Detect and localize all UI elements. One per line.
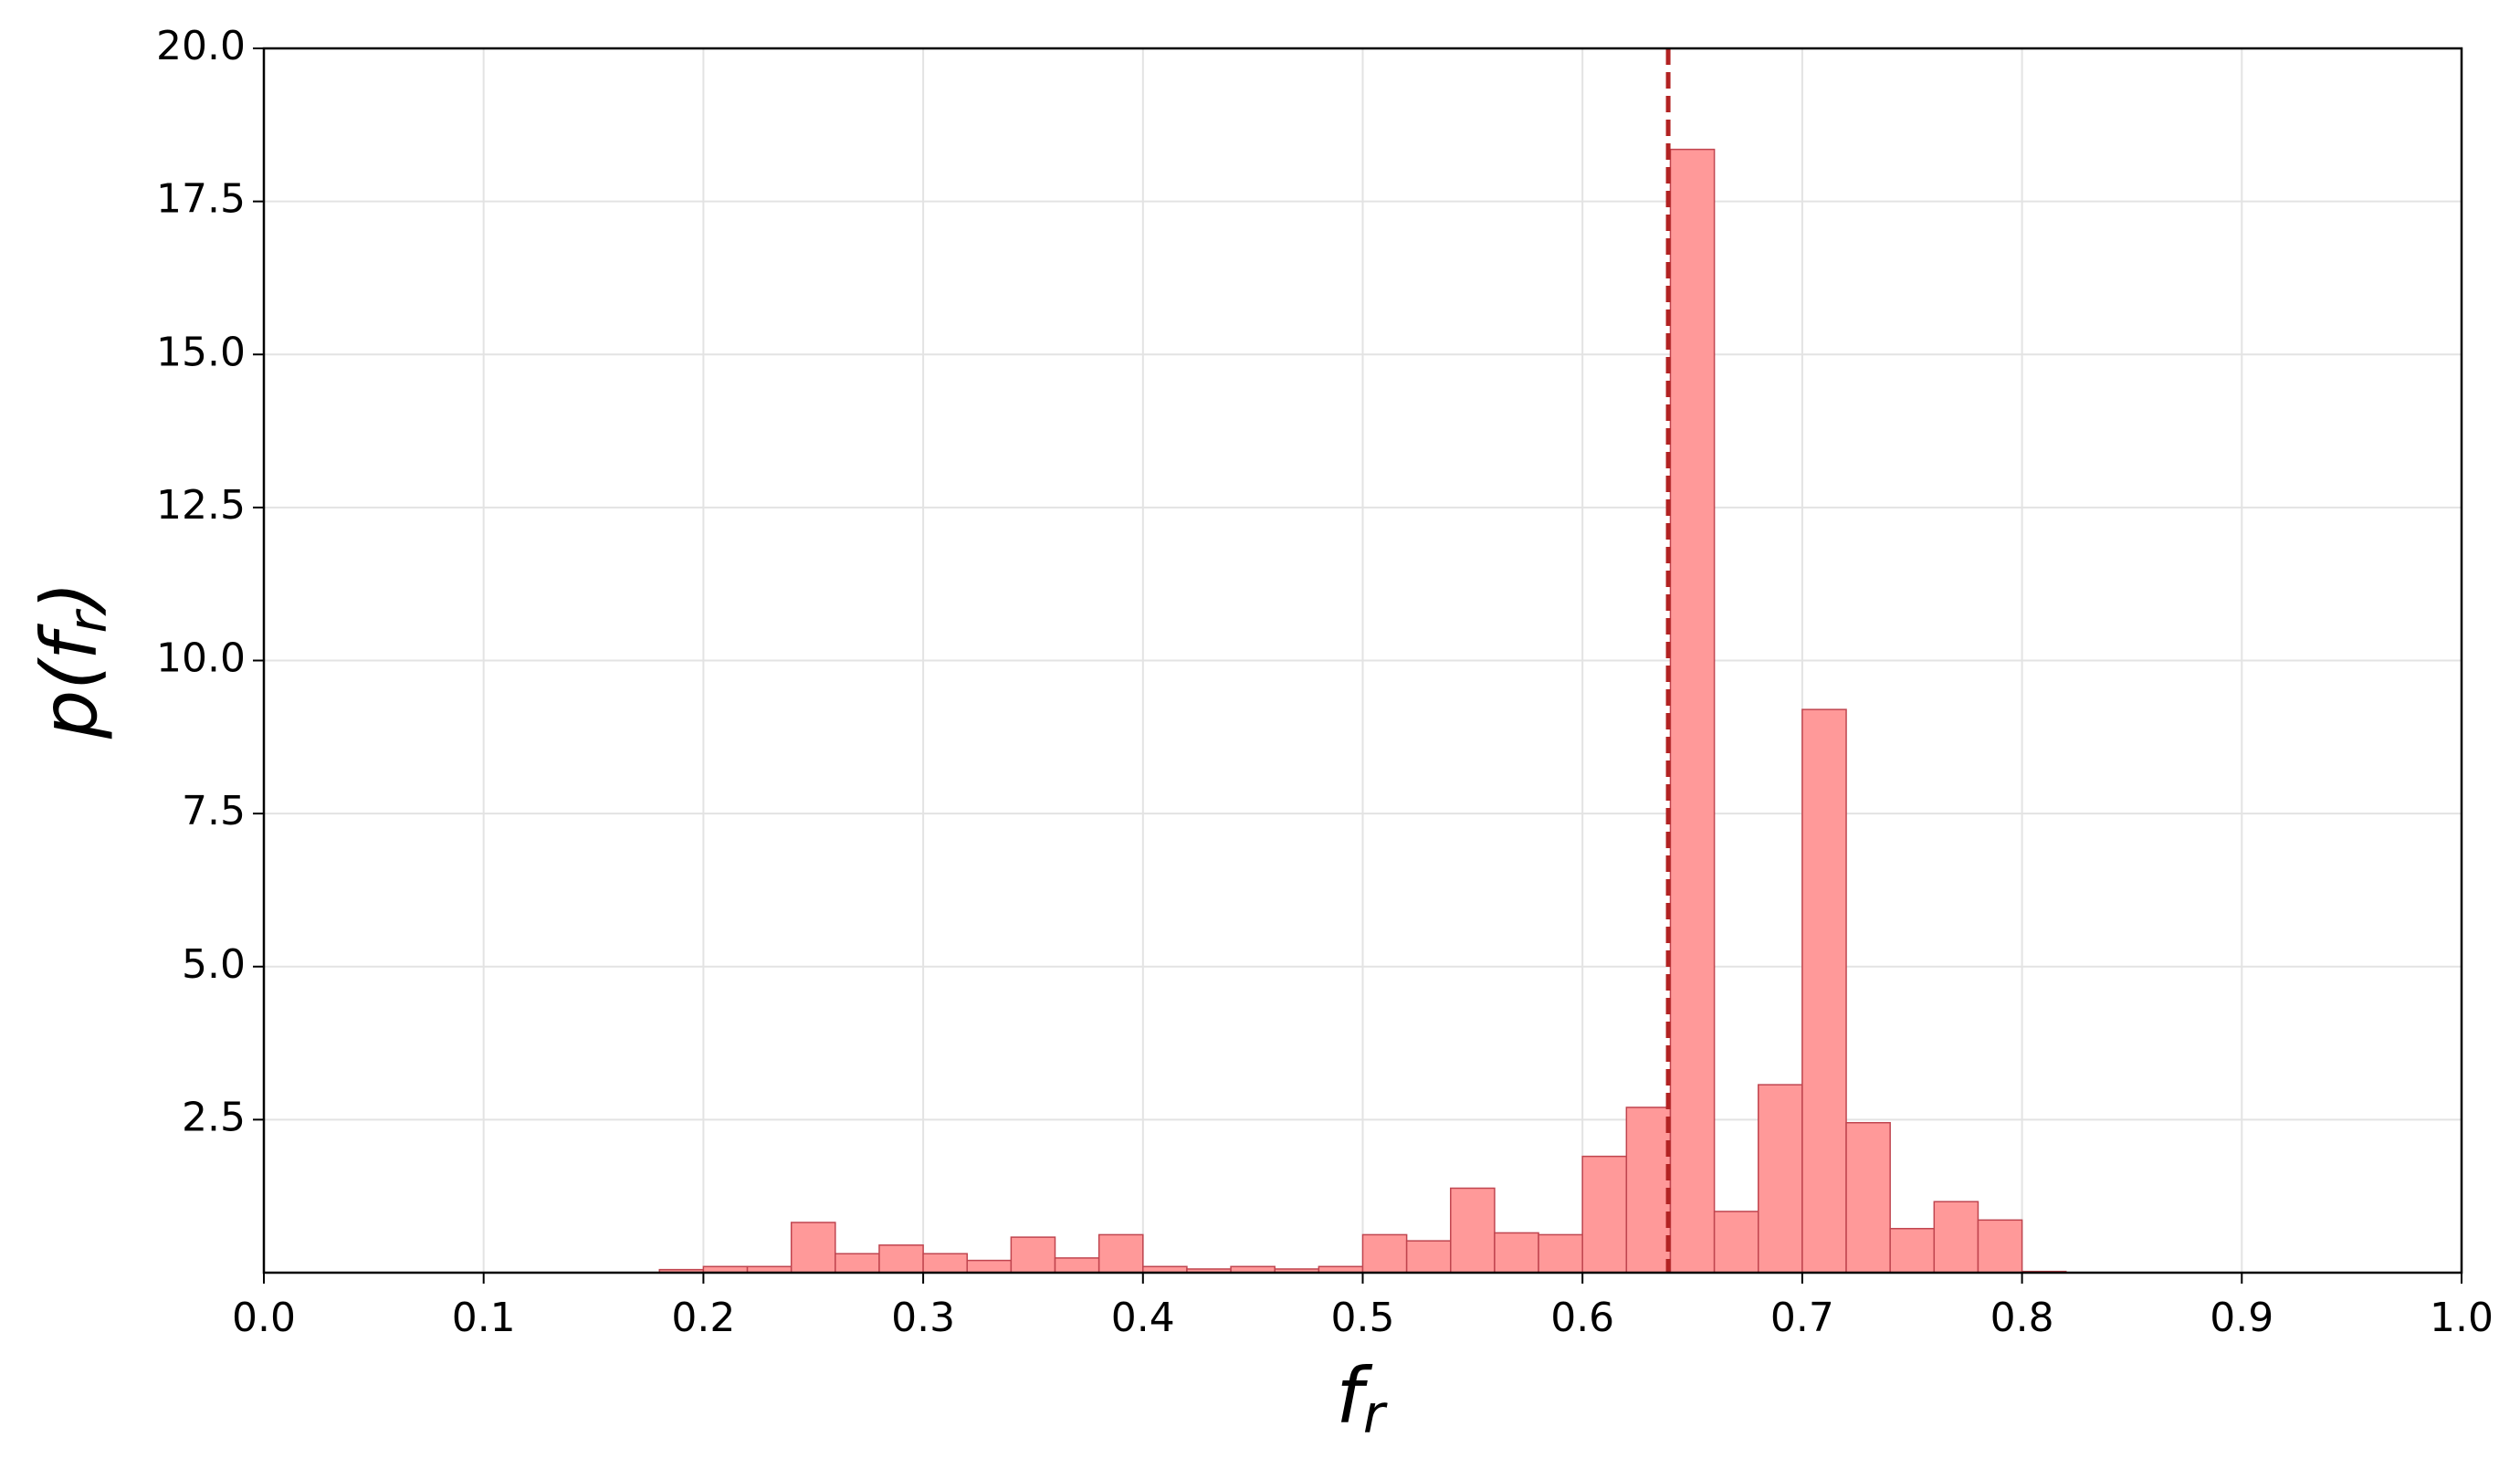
plot-frame: [262, 47, 2463, 1274]
bar: [1845, 1121, 1891, 1274]
bar: [1054, 1257, 1100, 1274]
x-tick-label: 0.8: [1990, 1295, 2054, 1341]
bar: [966, 1259, 1013, 1274]
y-axis-label: p(fr): [25, 582, 119, 739]
y-tick-label: 5.0: [182, 941, 246, 988]
y-label-main: p(f: [25, 623, 114, 739]
y-tick-label: 10.0: [156, 635, 246, 682]
y-label-sub: r: [57, 608, 119, 633]
bar: [1758, 1084, 1803, 1274]
x-tick-label: 0.2: [671, 1295, 735, 1341]
y-tick-label: 20.0: [156, 23, 246, 69]
x-tick-label: 1.0: [2430, 1295, 2494, 1341]
bar: [1977, 1219, 2023, 1274]
bar: [878, 1244, 924, 1274]
bar: [1713, 1211, 1759, 1274]
x-tick-label: 0.3: [891, 1295, 955, 1341]
x-tick-label: 0.6: [1550, 1295, 1614, 1341]
y-tick-label: 12.5: [156, 482, 246, 529]
bar: [1010, 1236, 1056, 1274]
bar: [922, 1253, 968, 1274]
bar: [1494, 1232, 1539, 1274]
x-axis-label: fr: [1336, 1351, 1388, 1445]
x-tick-label: 0.7: [1770, 1295, 1834, 1341]
y-tick-label: 17.5: [156, 176, 246, 223]
bar: [1405, 1240, 1452, 1274]
bar: [1669, 148, 1716, 1274]
bar: [1361, 1233, 1408, 1274]
x-tick-label: 0.4: [1111, 1295, 1175, 1341]
bar: [1450, 1187, 1496, 1274]
y-label-close: ): [25, 582, 114, 617]
y-tick-label: 15.0: [156, 329, 246, 375]
bar: [1581, 1155, 1628, 1274]
bar: [1097, 1233, 1144, 1274]
y-tick-label: 7.5: [182, 788, 246, 834]
x-tick-label: 0.9: [2210, 1295, 2273, 1341]
x-tick-label: 0.0: [232, 1295, 296, 1341]
bar: [1801, 708, 1847, 1274]
x-tick-label: 0.1: [452, 1295, 516, 1341]
bar: [1933, 1201, 1979, 1274]
x-tick-label: 0.5: [1331, 1295, 1395, 1341]
bar: [1889, 1227, 1936, 1274]
bar: [1538, 1233, 1583, 1274]
bar: [1625, 1107, 1672, 1274]
bar: [790, 1222, 836, 1274]
x-label-sub: r: [1363, 1383, 1388, 1445]
bar: [835, 1253, 880, 1274]
y-tick-label: 2.5: [182, 1094, 246, 1140]
